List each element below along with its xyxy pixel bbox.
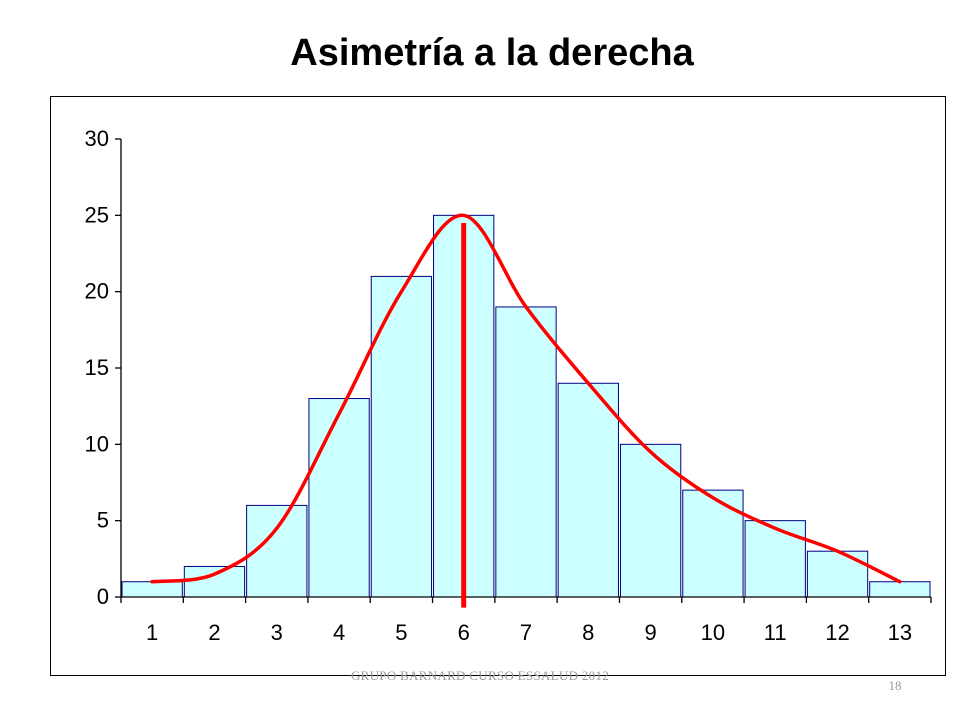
slide-title: Asimetría a la derecha xyxy=(290,32,694,74)
y-tick-label: 5 xyxy=(97,508,109,533)
y-tick-label: 0 xyxy=(97,584,109,609)
y-tick-label: 25 xyxy=(85,202,109,227)
y-tick-label: 20 xyxy=(85,279,109,304)
bar-9 xyxy=(619,443,682,598)
page-number: 18 xyxy=(888,678,902,693)
x-tick-label: 12 xyxy=(825,620,849,645)
bar-5 xyxy=(370,275,433,598)
overlay-layer xyxy=(150,213,902,608)
bar-7 xyxy=(495,306,557,598)
x-tick-label: 5 xyxy=(395,620,407,645)
bar-8 xyxy=(557,382,619,598)
bar-13 xyxy=(869,581,931,598)
x-tick-label: 2 xyxy=(208,620,220,645)
x-tick-label: 9 xyxy=(644,620,656,645)
x-tick-label: 7 xyxy=(520,620,532,645)
bar-10 xyxy=(682,489,744,598)
density-curve xyxy=(150,213,902,584)
x-tick-label: 6 xyxy=(458,620,470,645)
bar-1 xyxy=(121,581,183,598)
x-tick-label: 13 xyxy=(888,620,912,645)
x-tick-label: 10 xyxy=(701,620,725,645)
bar-2 xyxy=(183,565,246,598)
x-tick-label: 4 xyxy=(333,620,345,645)
footer-text: GRUPO BARNARD CURSO ESSALUD 2012 xyxy=(350,668,610,683)
bar-11 xyxy=(744,520,806,598)
x-tick-label: 8 xyxy=(582,620,594,645)
bar-12 xyxy=(806,550,869,598)
y-tick-label: 15 xyxy=(85,355,109,380)
y-tick-label: 10 xyxy=(85,431,109,456)
x-tick-label: 3 xyxy=(271,620,283,645)
chart-frame: 0 5 10 15 20 25 30 1 2 3 4 5 6 7 8 9 10 11 12 13 xyxy=(50,96,946,676)
axis-layer xyxy=(115,138,932,603)
x-tick-label: 1 xyxy=(146,620,158,645)
y-tick-label: 30 xyxy=(85,126,109,151)
bar-4 xyxy=(308,398,370,598)
x-tick-label: 11 xyxy=(764,620,787,645)
